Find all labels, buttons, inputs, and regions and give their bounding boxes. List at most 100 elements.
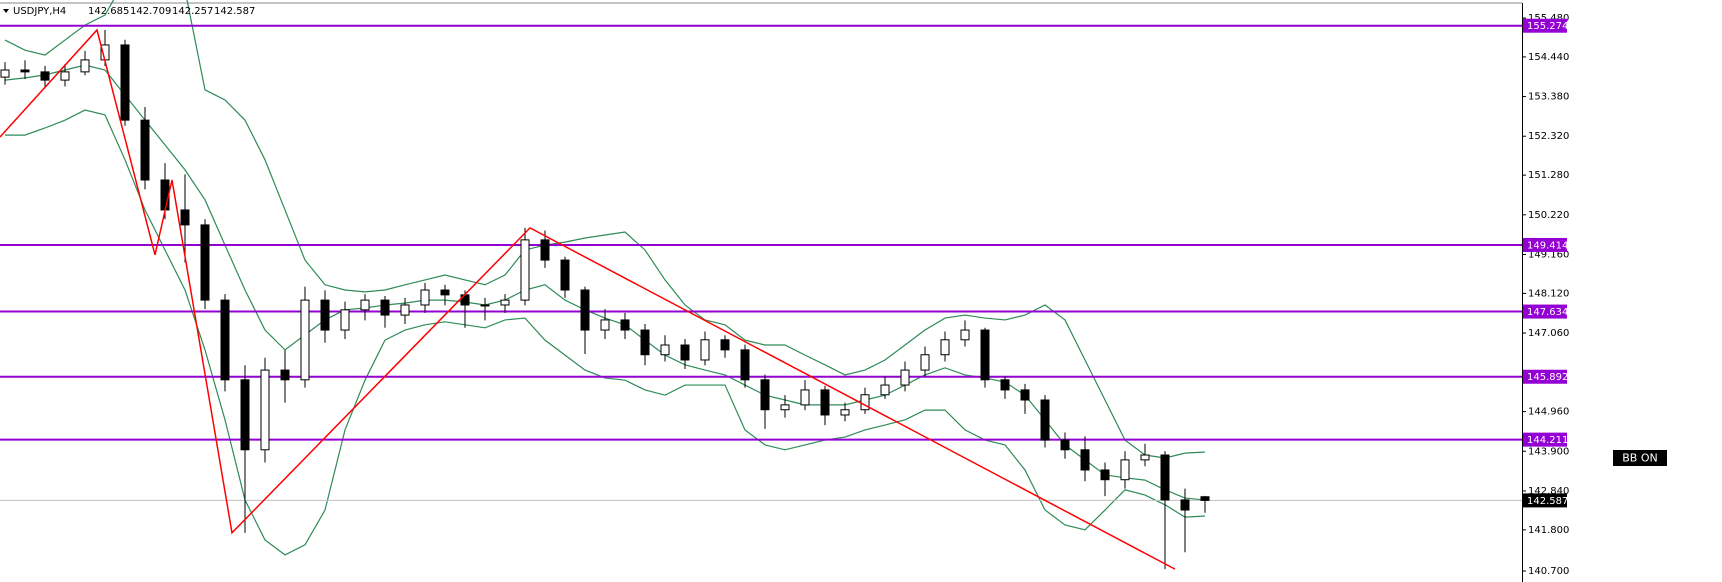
candle-body: [600, 319, 610, 331]
candle-body: [840, 409, 850, 416]
candle-body: [1180, 499, 1190, 511]
candle-body: [420, 289, 430, 306]
candle-body: [860, 394, 870, 411]
candle-body: [960, 329, 970, 341]
candle-body: [400, 304, 410, 316]
y-tick-label: 147.060: [1528, 328, 1569, 339]
y-tick-label: 148.120: [1528, 288, 1569, 299]
candle-body: [440, 289, 450, 296]
header-high: 142.709: [130, 6, 171, 17]
y-tick-label: 150.220: [1528, 210, 1569, 221]
candle-body: [480, 304, 490, 307]
level-label-box: [1523, 237, 1567, 252]
candle-body: [780, 404, 790, 411]
candle-body: [760, 379, 770, 411]
candle-body: [580, 289, 590, 331]
y-tick-label: 143.900: [1528, 446, 1569, 457]
candle-body: [980, 329, 990, 381]
candle-body: [260, 369, 270, 451]
header-open: 142.685: [88, 6, 129, 17]
candle-body: [1200, 496, 1210, 501]
candle-body: [1080, 449, 1090, 471]
candle-body: [80, 59, 90, 73]
candle-body: [20, 69, 30, 73]
plot-area: [0, 0, 1522, 570]
candle-body: [1100, 469, 1110, 481]
candle-body: [720, 339, 730, 351]
y-tick-label: 141.800: [1528, 525, 1569, 536]
y-tick-label: 153.380: [1528, 92, 1569, 103]
level-label: 155.274: [1527, 21, 1568, 32]
bb-lower: [5, 109, 1206, 556]
zigzag: [0, 28, 1176, 570]
y-tick-label: 151.280: [1528, 170, 1569, 181]
candle-body: [820, 389, 830, 416]
level-label-box: [1523, 369, 1567, 384]
candle-body: [740, 349, 750, 381]
header-close: 142.587: [214, 6, 255, 17]
candle-body: [1160, 454, 1170, 501]
y-tick-label: 144.960: [1528, 407, 1569, 418]
candle-body: [320, 299, 330, 331]
candle-body: [540, 239, 550, 261]
symbol: USDJPY,H4: [13, 6, 66, 17]
candle-body: [1140, 454, 1150, 461]
price-axis: 155.480 154.440 153.380 152.320 151.280 150.2…: [1522, 13, 1569, 577]
candle-body: [180, 209, 190, 226]
candle-body: [160, 179, 170, 211]
y-tick-label: 140.700: [1528, 566, 1569, 577]
level-label: 145.892: [1527, 372, 1568, 383]
current-price-label: 142.587: [1527, 496, 1568, 507]
candle-body: [340, 309, 350, 331]
candle-body: [660, 344, 670, 356]
level-label: 149.414: [1527, 240, 1568, 251]
candle-body: [300, 299, 310, 381]
candle-body: [800, 389, 810, 406]
level-label-box: [1523, 432, 1567, 447]
candle-body: [880, 384, 890, 396]
candle-body: [1040, 399, 1050, 441]
level-label: 147.634: [1527, 307, 1568, 318]
indicator-box: [1613, 450, 1667, 466]
candle-body: [280, 369, 290, 381]
candle-body: [120, 44, 130, 121]
header: USDJPY,H4 142.685 142.709 142.257 142.58…: [13, 6, 255, 17]
candle-body: [360, 299, 370, 311]
y-tick-label: 149.160: [1528, 249, 1569, 260]
y-tick-label: 155.480: [1528, 13, 1569, 24]
candle-body: [0, 69, 10, 78]
candle-body: [60, 71, 70, 81]
candle-body: [920, 354, 930, 371]
candle-body: [240, 379, 250, 451]
candle-body: [640, 329, 650, 356]
candle-body: [560, 259, 570, 291]
candle-body: [620, 319, 630, 331]
candle-body: [40, 71, 50, 81]
candle-body: [1020, 389, 1030, 401]
bb-upper: [4, 0, 1206, 459]
candle-body: [500, 299, 510, 306]
candle-body: [140, 119, 150, 181]
candle-body: [1060, 439, 1070, 451]
level-label: 144.211: [1527, 435, 1568, 446]
candle-body: [680, 344, 690, 361]
y-tick-label: 152.320: [1528, 131, 1569, 142]
candle-body: [220, 299, 230, 381]
candle-body: [520, 239, 530, 301]
candle-body: [1120, 459, 1130, 481]
y-tick-label: 154.440: [1528, 52, 1569, 63]
candle-body: [700, 339, 710, 361]
candle-body: [940, 339, 950, 356]
y-tick-label: 142.840: [1528, 486, 1569, 497]
candle-body: [200, 224, 210, 301]
candle-body: [1000, 379, 1010, 391]
candle-body: [380, 299, 390, 316]
candle-body: [900, 369, 910, 386]
level-label-box: [1523, 304, 1567, 319]
menu-arrow[interactable]: [3, 9, 9, 13]
current-price-box: [1523, 493, 1567, 508]
indicator-label: BB ON: [1622, 452, 1657, 465]
